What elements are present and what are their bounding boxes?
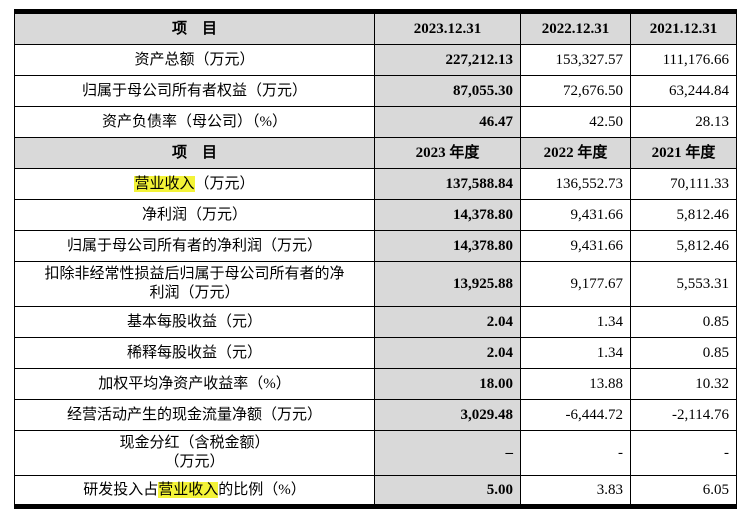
value-2023: 18.00: [374, 368, 521, 400]
revenue-highlight: 营业收入: [134, 175, 195, 192]
row-revenue: 营业收入（万元） 137,588.84 136,552.73 70,111.33: [14, 168, 737, 200]
header-2023-cell: 2023.12.31: [374, 9, 521, 45]
value-2022: 72,676.50: [520, 75, 631, 107]
header-2023-cell: 2023 年度: [374, 137, 521, 169]
value-2022: 1.34: [520, 337, 631, 369]
value-2023: 2.04: [374, 337, 521, 369]
row-operating-cash-flow: 经营活动产生的现金流量净额（万元） 3,029.48 -6,444.72 -2,…: [14, 399, 737, 431]
value-2022: -: [520, 430, 631, 476]
row-total-assets: 资产总额（万元） 227,212.13 153,327.57 111,176.6…: [14, 44, 737, 76]
value-2021: 10.32: [630, 368, 737, 400]
value-2023: 46.47: [374, 106, 521, 138]
label-net-profit: 净利润（万元）: [14, 199, 375, 231]
value-2023: 3,029.48: [374, 399, 521, 431]
value-2022: 9,431.66: [520, 230, 631, 262]
revenue-unit: （万元）: [194, 175, 255, 192]
value-2023: 14,378.80: [374, 230, 521, 262]
value-2023: –: [374, 430, 521, 476]
row-basic-eps: 基本每股收益（元） 2.04 1.34 0.85: [14, 306, 737, 338]
label-roe: 加权平均净资产收益率（%）: [14, 368, 375, 400]
label-debt-ratio: 资产负债率（母公司）（%）: [14, 106, 375, 138]
row-parent-net-profit: 归属于母公司所有者的净利润（万元） 14,378.80 9,431.66 5,8…: [14, 230, 737, 262]
label-line-2: （万元）: [164, 454, 225, 470]
label-diluted-eps: 稀释每股收益（元）: [14, 337, 375, 369]
label-cash-dividend: 现金分红（含税金额） （万元）: [14, 430, 375, 476]
value-2022: 9,431.66: [520, 199, 631, 231]
value-2022: 13.88: [520, 368, 631, 400]
rd-label-highlight: 营业收入: [158, 481, 219, 498]
label-rd-ratio: 研发投入占营业收入的比例（%）: [14, 475, 375, 509]
row-deducted-net-profit: 扣除非经常性损益后归属于母公司所有者的净 利润（万元） 13,925.88 9,1…: [14, 261, 737, 307]
value-2021: 5,553.31: [630, 261, 737, 307]
value-2021: 63,244.84: [630, 75, 737, 107]
value-2023: 13,925.88: [374, 261, 521, 307]
header-row-fiscal-year: 项 目 2023 年度 2022 年度 2021 年度: [14, 137, 737, 169]
header-item-cell: 项 目: [14, 137, 375, 169]
value-2021: 111,176.66: [630, 44, 737, 76]
value-2023: 87,055.30: [374, 75, 521, 107]
value-2022: 136,552.73: [520, 168, 631, 200]
label-line-1: 扣除非经常性损益后归属于母公司所有者的净: [44, 266, 345, 282]
value-2022: 153,327.57: [520, 44, 631, 76]
value-2021: 5,812.46: [630, 230, 737, 262]
row-net-profit: 净利润（万元） 14,378.80 9,431.66 5,812.46: [14, 199, 737, 231]
label-basic-eps: 基本每股收益（元）: [14, 306, 375, 338]
header-item-cell: 项 目: [14, 9, 375, 45]
row-debt-ratio: 资产负债率（母公司）（%） 46.47 42.50 28.13: [14, 106, 737, 138]
label-line-2: 利润（万元）: [149, 285, 240, 301]
header-row-period-end: 项 目 2023.12.31 2022.12.31 2021.12.31: [14, 9, 737, 45]
row-parent-equity: 归属于母公司所有者权益（万元） 87,055.30 72,676.50 63,2…: [14, 75, 737, 107]
value-2021: -: [630, 430, 737, 476]
value-2023: 2.04: [374, 306, 521, 338]
value-2022: 42.50: [520, 106, 631, 138]
row-rd-ratio: 研发投入占营业收入的比例（%） 5.00 3.83 6.05: [14, 475, 737, 509]
value-2022: 1.34: [520, 306, 631, 338]
label-line-1: 现金分红（含税金额）: [119, 435, 270, 451]
value-2023: 14,378.80: [374, 199, 521, 231]
value-2021: 70,111.33: [630, 168, 737, 200]
value-2021: -2,114.76: [630, 399, 737, 431]
row-cash-dividend: 现金分红（含税金额） （万元） – - -: [14, 430, 737, 476]
value-2021: 6.05: [630, 475, 737, 509]
row-diluted-eps: 稀释每股收益（元） 2.04 1.34 0.85: [14, 337, 737, 369]
value-2022: 3.83: [520, 475, 631, 509]
header-2022-cell: 2022 年度: [520, 137, 631, 169]
label-parent-net-profit: 归属于母公司所有者的净利润（万元）: [14, 230, 375, 262]
row-roe: 加权平均净资产收益率（%） 18.00 13.88 10.32: [14, 368, 737, 400]
value-2023: 137,588.84: [374, 168, 521, 200]
label-revenue: 营业收入（万元）: [14, 168, 375, 200]
rd-label-pre: 研发投入占: [83, 481, 159, 498]
header-2022-cell: 2022.12.31: [520, 9, 631, 45]
value-2022: 9,177.67: [520, 261, 631, 307]
rd-label-post: 的比例（%）: [218, 481, 306, 498]
label-operating-cash-flow: 经营活动产生的现金流量净额（万元）: [14, 399, 375, 431]
value-2021: 0.85: [630, 306, 737, 338]
financial-summary: 项 目 2023.12.31 2022.12.31 2021.12.31 资产总…: [14, 9, 737, 509]
value-2021: 0.85: [630, 337, 737, 369]
value-2023: 227,212.13: [374, 44, 521, 76]
header-2021-cell: 2021 年度: [630, 137, 737, 169]
label-deducted-net-profit: 扣除非经常性损益后归属于母公司所有者的净 利润（万元）: [14, 261, 375, 307]
value-2021: 5,812.46: [630, 199, 737, 231]
financial-data-table: 项 目 2023.12.31 2022.12.31 2021.12.31 资产总…: [14, 9, 737, 509]
value-2022: -6,444.72: [520, 399, 631, 431]
value-2021: 28.13: [630, 106, 737, 138]
header-2021-cell: 2021.12.31: [630, 9, 737, 45]
value-2023: 5.00: [374, 475, 521, 509]
label-total-assets: 资产总额（万元）: [14, 44, 375, 76]
label-parent-equity: 归属于母公司所有者权益（万元）: [14, 75, 375, 107]
